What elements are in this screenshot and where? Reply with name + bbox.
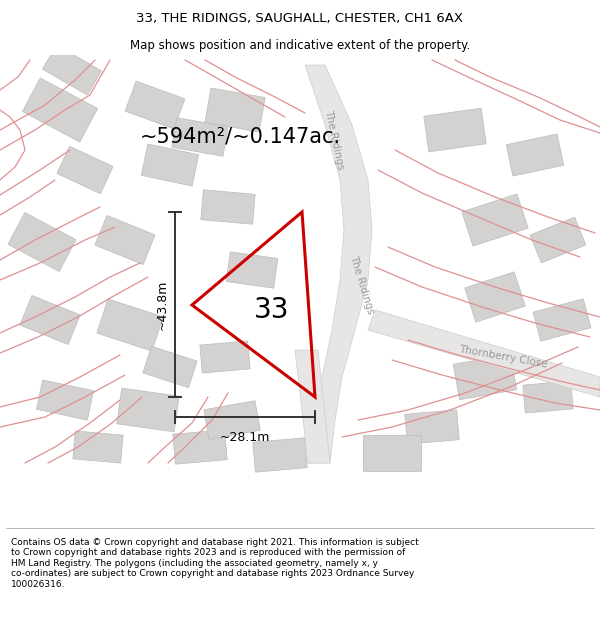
Text: 33, THE RIDINGS, SAUGHALL, CHESTER, CH1 6AX: 33, THE RIDINGS, SAUGHALL, CHESTER, CH1 … <box>137 12 464 25</box>
Bar <box>454 354 517 400</box>
Bar <box>73 431 123 463</box>
Bar <box>57 146 113 194</box>
Text: The Ridings: The Ridings <box>323 109 346 171</box>
Bar <box>20 296 80 344</box>
Bar <box>22 78 98 142</box>
Bar <box>205 88 265 132</box>
Polygon shape <box>368 310 600 397</box>
Bar <box>37 380 94 420</box>
Text: ~43.8m: ~43.8m <box>155 279 169 330</box>
Bar <box>95 216 155 264</box>
Text: Contains OS data © Crown copyright and database right 2021. This information is : Contains OS data © Crown copyright and d… <box>11 538 419 589</box>
Text: Thornberry Close: Thornberry Close <box>458 344 548 370</box>
Bar <box>143 346 197 388</box>
Text: Map shows position and indicative extent of the property.: Map shows position and indicative extent… <box>130 39 470 51</box>
Bar <box>424 108 486 152</box>
Bar <box>465 272 525 322</box>
Bar <box>8 213 76 271</box>
Bar <box>97 299 163 351</box>
Bar <box>533 299 591 341</box>
Bar <box>523 381 573 413</box>
Bar <box>363 435 421 471</box>
Bar <box>405 410 459 444</box>
Bar <box>226 252 278 288</box>
Polygon shape <box>295 350 330 463</box>
Text: ~594m²/~0.147ac.: ~594m²/~0.147ac. <box>140 127 341 147</box>
Polygon shape <box>305 65 372 463</box>
Bar <box>125 81 185 129</box>
Bar <box>201 190 255 224</box>
Bar <box>141 144 199 186</box>
Text: ~28.1m: ~28.1m <box>220 431 270 444</box>
Bar <box>462 194 528 246</box>
Bar <box>172 118 228 156</box>
Bar <box>117 388 179 432</box>
Bar <box>43 45 101 95</box>
Bar <box>204 401 260 439</box>
Bar <box>506 134 564 176</box>
Text: The Ridings: The Ridings <box>348 254 376 316</box>
Bar <box>253 438 307 472</box>
Bar <box>173 430 227 464</box>
Bar <box>200 341 250 373</box>
Text: 33: 33 <box>254 296 290 324</box>
Bar <box>530 217 586 263</box>
